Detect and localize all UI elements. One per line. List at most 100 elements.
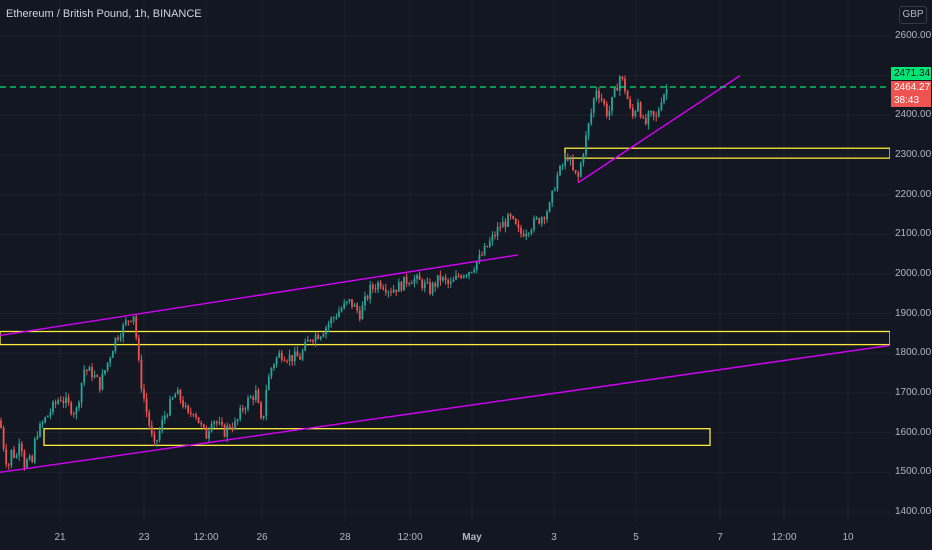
candle-body	[371, 284, 374, 289]
candle-body	[447, 279, 450, 284]
candle-body	[374, 288, 377, 290]
candle-body	[286, 360, 288, 362]
candle-body	[556, 175, 559, 190]
candle-body	[241, 408, 244, 410]
candle-body	[465, 275, 468, 277]
time-tick-label: 5	[633, 532, 639, 543]
candle-body	[288, 355, 291, 361]
candle-body	[119, 337, 122, 340]
price-tick-label: 1600.00	[895, 426, 932, 438]
candle-body	[62, 400, 65, 404]
candle-body	[655, 115, 658, 117]
candle-body	[127, 320, 130, 322]
candle-body	[83, 369, 86, 383]
candle-body	[306, 339, 309, 342]
candle-body	[392, 289, 395, 293]
candle-body	[78, 402, 80, 408]
candle-body	[423, 282, 426, 289]
candle-body	[137, 337, 140, 360]
candle-body	[410, 283, 413, 285]
candle-body	[348, 299, 351, 302]
candle-body	[169, 399, 171, 416]
candle-body	[195, 414, 197, 418]
candle-body	[293, 351, 296, 362]
candle-body	[449, 281, 452, 284]
candle-body	[452, 279, 455, 282]
candle-body	[379, 282, 382, 288]
currency-button[interactable]: GBP	[899, 6, 927, 24]
time-tick-label: May	[462, 532, 482, 543]
symbol-title[interactable]: Ethereum / British Pound, 1h, BINANCE	[6, 8, 202, 20]
candle-body	[369, 284, 372, 299]
candle-body	[28, 456, 31, 460]
candle-body	[75, 407, 78, 415]
candle-body	[621, 76, 624, 79]
candle-body	[39, 424, 41, 437]
candle-body	[416, 275, 418, 279]
candle-body	[478, 254, 481, 262]
candle-body	[603, 99, 606, 104]
candle-body	[332, 317, 335, 319]
candle-body	[150, 425, 153, 435]
candle-body	[88, 367, 91, 371]
candle-body	[122, 324, 125, 338]
price-tick-label: 1900.00	[895, 307, 932, 319]
candle-body	[117, 337, 119, 340]
candle-body	[572, 159, 574, 171]
trendline	[0, 344, 890, 474]
candle-body	[163, 415, 166, 420]
time-tick-label: 12:00	[771, 532, 797, 543]
candle-body	[530, 229, 533, 234]
candle-body	[499, 227, 502, 229]
candle-body	[20, 443, 23, 452]
candle-body	[483, 245, 486, 255]
candle-body	[403, 276, 405, 291]
candle-body	[184, 405, 187, 407]
candle-body	[475, 261, 478, 270]
candle-body	[590, 112, 593, 124]
candle-body	[488, 240, 491, 247]
candle-body	[637, 102, 639, 112]
candle-body	[564, 157, 567, 166]
candle-body	[65, 397, 67, 404]
candle-body	[317, 334, 320, 340]
candle-body	[135, 316, 138, 338]
candle-body	[148, 412, 151, 426]
candle-body	[335, 316, 338, 318]
candle-body	[200, 423, 203, 425]
candle-body	[52, 401, 54, 413]
candle-body	[608, 111, 611, 117]
candle-body	[59, 400, 62, 402]
candle-body	[509, 214, 512, 216]
candle-body	[247, 398, 249, 409]
candle-body	[405, 276, 408, 284]
candle-body	[208, 431, 210, 439]
candle-body	[605, 103, 608, 117]
candle-body	[338, 311, 340, 317]
candle-body	[345, 301, 348, 304]
candle-body	[273, 364, 275, 369]
candle-body	[213, 421, 216, 424]
candle-body	[400, 281, 403, 291]
candle-body	[663, 94, 665, 103]
candle-body	[236, 419, 239, 422]
candle-body	[543, 217, 546, 220]
candle-body	[533, 218, 535, 230]
price-chart[interactable]	[0, 0, 890, 550]
candle-body	[496, 227, 499, 237]
candle-body	[254, 390, 257, 401]
candle-body	[546, 211, 548, 220]
candle-body	[291, 355, 294, 362]
candle-body	[325, 327, 327, 335]
candle-body	[639, 102, 642, 118]
candle-body	[504, 221, 507, 227]
time-tick-label: 10	[842, 532, 854, 543]
candle-body	[421, 279, 424, 289]
candle-body	[145, 398, 148, 413]
candle-body	[98, 376, 101, 390]
candle-body	[561, 165, 564, 167]
candle-body	[629, 99, 632, 108]
candle-body	[481, 254, 483, 256]
candle-body	[644, 118, 647, 124]
price-tick-label: 2600.00	[895, 29, 932, 41]
